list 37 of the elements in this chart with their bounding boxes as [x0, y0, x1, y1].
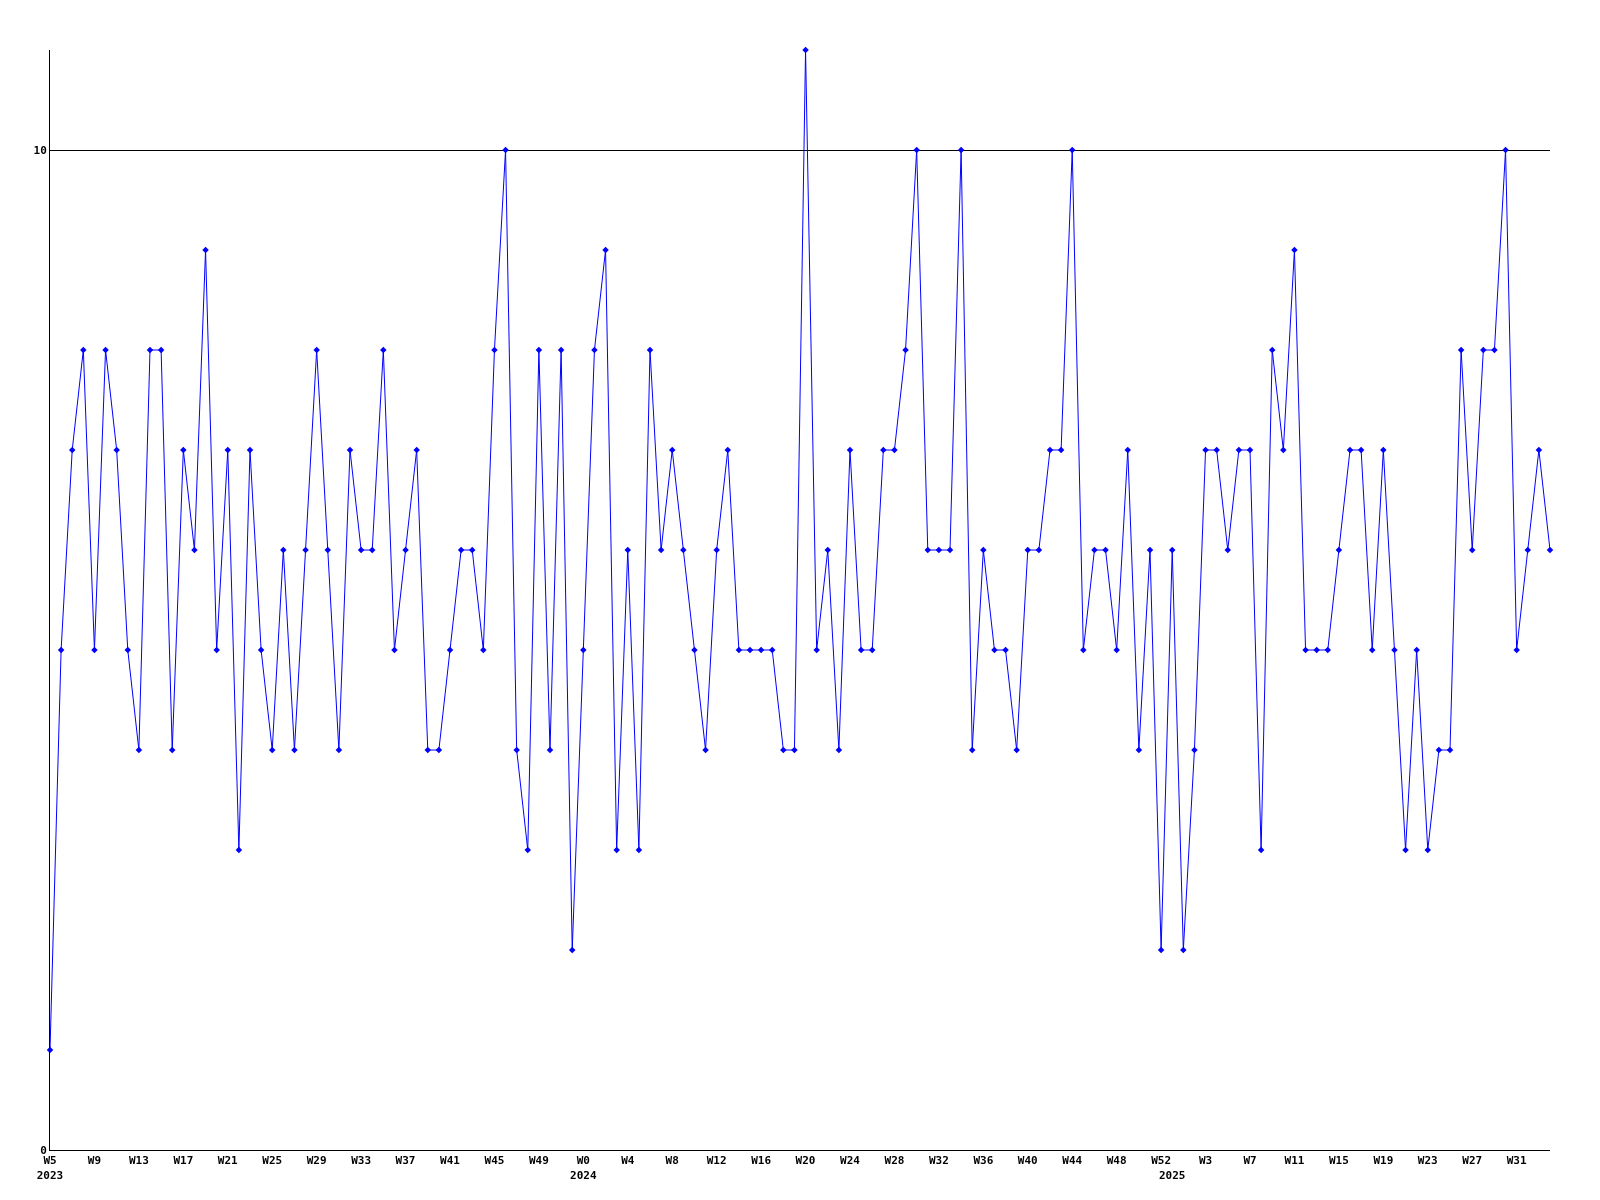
x-tick-label: W33	[351, 1154, 372, 1168]
x-tick-label: W21	[217, 1154, 239, 1168]
x-tick-label: W24	[840, 1154, 861, 1168]
x-tick-label: W17	[173, 1154, 194, 1168]
x-tick-label: W16	[751, 1154, 772, 1168]
x-tick-label: W36	[973, 1154, 994, 1168]
x-tick-label: W20	[795, 1154, 816, 1168]
x-tick-label: W12	[706, 1154, 727, 1168]
x-tick-label: W52	[1151, 1154, 1172, 1168]
x-tick-label: W28	[884, 1154, 905, 1168]
x-tick-label: W49	[528, 1154, 549, 1168]
x-tick-label: W37	[395, 1154, 416, 1168]
x-tick-label: W0 2024	[570, 1154, 597, 1182]
x-tick-label: W32	[928, 1154, 949, 1168]
x-tick-label: W13	[128, 1154, 149, 1168]
x-tick-label: W31	[1506, 1154, 1527, 1168]
y-tick-label: 10	[33, 143, 47, 157]
y-tick-label: 0	[40, 1143, 47, 1157]
x-tick-label: W45	[484, 1154, 505, 1168]
x-tick-label: W48	[1106, 1154, 1127, 1168]
x-tick-label: W44	[1062, 1154, 1083, 1168]
x-tick-label: W9	[87, 1154, 102, 1168]
x-tick-label: W7	[1243, 1154, 1257, 1168]
x-tick-label: W29	[306, 1154, 327, 1168]
x-tick-label: W3	[1198, 1154, 1213, 1168]
x-tick-label: W27	[1462, 1154, 1483, 1168]
x-tick-label: W8	[665, 1154, 679, 1168]
x-tick-label: W25	[262, 1154, 283, 1168]
x-tick-label: W23	[1417, 1154, 1438, 1168]
x-tick-label: W40	[1017, 1154, 1038, 1168]
x-tick-label: W4	[621, 1154, 635, 1168]
x-tick-label: 2025	[1158, 1168, 1186, 1182]
x-tick-label: W41	[440, 1154, 461, 1168]
x-tick-label: W15	[1328, 1154, 1349, 1168]
x-tick-label: W19	[1373, 1154, 1394, 1168]
x-tick-label: W5 2023	[36, 1154, 64, 1182]
x-tick-label: W11	[1284, 1154, 1305, 1168]
